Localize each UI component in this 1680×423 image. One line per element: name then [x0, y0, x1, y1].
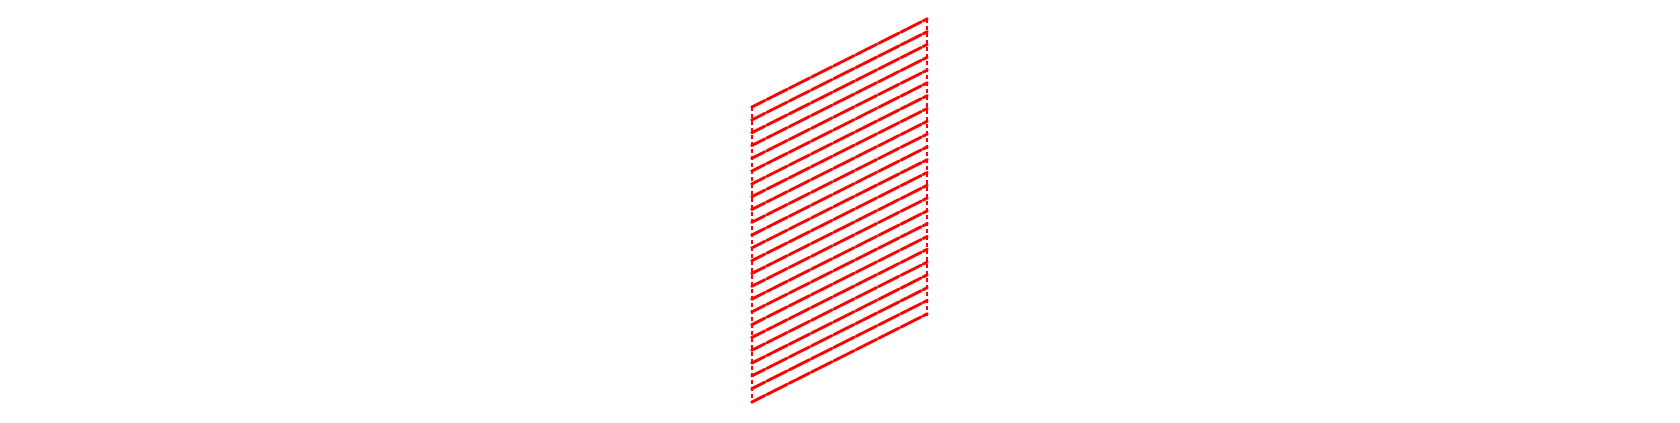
hatched-panel	[750, 17, 929, 404]
